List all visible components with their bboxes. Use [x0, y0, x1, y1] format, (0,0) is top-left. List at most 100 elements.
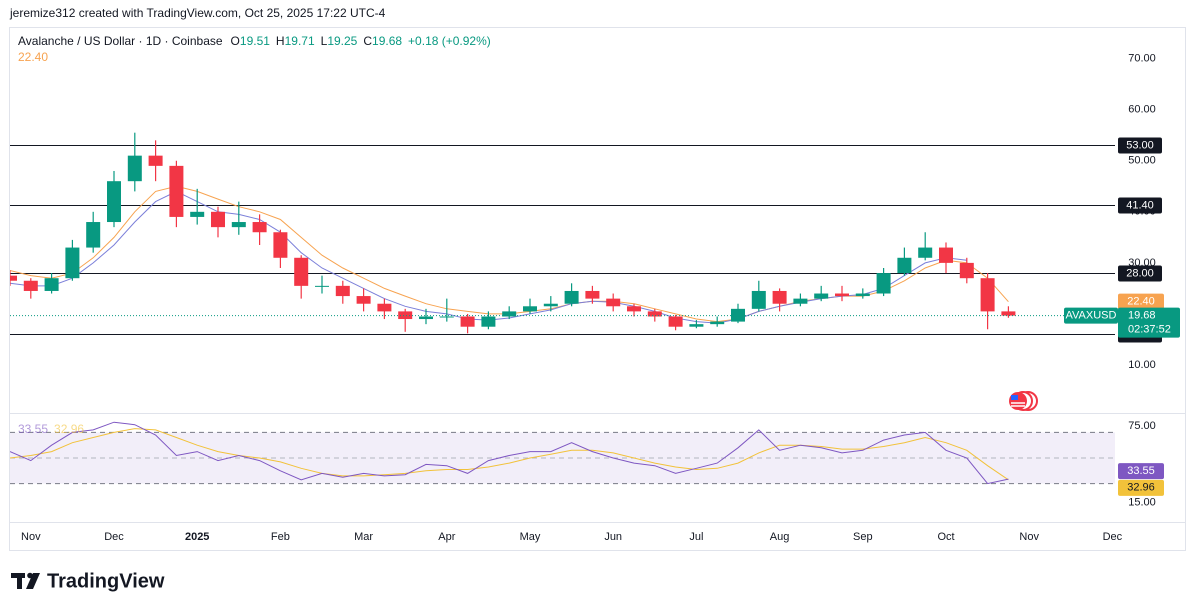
candle-body [65, 247, 80, 279]
level-label-box [1118, 137, 1162, 154]
x-tick-label: Aug [770, 531, 790, 543]
brand-logo [11, 572, 40, 589]
countdown-label: 02:37:52 [1128, 323, 1171, 335]
candle-body [731, 308, 745, 322]
rsi-value-box [1118, 479, 1164, 496]
ohlc-value: 19.71 [285, 34, 315, 48]
change: +0.18 (+0.92%) [408, 34, 491, 48]
x-tick-label: Mar [354, 531, 373, 543]
candle-body [606, 298, 621, 307]
candle-body [793, 298, 808, 304]
candle-body [668, 316, 683, 327]
legend-title: Avalanche / US Dollar · 1D · Coinbase [18, 34, 223, 48]
rsi-legend-value: 33.55 [18, 422, 48, 436]
attribution: jeremize312 created with TradingView.com… [9, 6, 386, 20]
candle-body [772, 290, 787, 304]
rsi-line [10, 421, 1009, 485]
ma-legend-value: 22.40 [18, 50, 48, 64]
legend: Avalanche / US Dollar · 1D · Coinbase O19… [18, 34, 491, 48]
candle-body [481, 316, 496, 327]
y-tick-label: 50.00 [1128, 155, 1156, 167]
rsi-value-label: 32.96 [1127, 482, 1155, 494]
candle-body [876, 273, 891, 294]
candle-body [439, 316, 454, 318]
ohlc-key: H [276, 34, 285, 48]
level-label-box [1118, 197, 1162, 214]
rsi-value-box [1118, 463, 1164, 480]
level-label-box [1118, 265, 1162, 282]
candle-body [855, 293, 870, 297]
candle-body [939, 247, 953, 263]
ohlc-key: C [363, 34, 372, 48]
candle-body [918, 247, 933, 258]
level-label: 28.00 [1126, 267, 1154, 279]
candle-body [148, 155, 163, 166]
x-tick-label: Dec [1103, 531, 1123, 543]
price-pane [10, 132, 1115, 335]
candle-body [398, 311, 413, 320]
candle-body [44, 278, 59, 291]
price-box [1118, 307, 1180, 338]
candle-body [460, 316, 475, 327]
x-tick-label: Nov [21, 531, 41, 543]
candle-body [689, 324, 704, 327]
candle-body [10, 275, 17, 281]
candle-body [231, 222, 246, 228]
candle-body [980, 278, 995, 312]
price-label: 19.68 [1128, 309, 1156, 321]
candle-body [897, 257, 912, 274]
candle-body [335, 285, 350, 297]
candle-body [107, 181, 121, 223]
ma-label-box [1118, 293, 1164, 310]
candle-body [127, 155, 142, 182]
ohlc-value: 19.68 [372, 34, 402, 48]
x-tick-label: Jul [689, 531, 703, 543]
candle-body [627, 306, 641, 312]
ma-label: 22.40 [1127, 296, 1155, 308]
candle-body [564, 290, 579, 304]
x-tick-label: 2025 [185, 531, 209, 543]
candle-body [23, 280, 38, 291]
x-tick-label: Oct [937, 531, 954, 543]
rsi-line [10, 428, 1009, 481]
candle-body [523, 306, 537, 312]
rsi-legend-value: 32.96 [54, 422, 84, 436]
x-tick-label: Jun [604, 531, 622, 543]
symbol-box [1064, 307, 1118, 324]
x-tick-label: Nov [1019, 531, 1039, 543]
ohlc-value: 19.25 [327, 34, 357, 48]
candle-body [169, 165, 184, 217]
y-tick-label: 60.00 [1128, 104, 1156, 116]
candle-body [585, 290, 600, 299]
candle-body [751, 290, 766, 309]
candle-body [814, 293, 829, 299]
candle-body [273, 232, 288, 258]
ohlc-key: O [231, 34, 240, 48]
y-tick-label: 15.00 [1128, 497, 1156, 509]
level-label: 41.40 [1126, 199, 1154, 211]
ohlc-value: 19.51 [240, 34, 270, 48]
ohlc-key: L [321, 34, 328, 48]
candle-body [377, 303, 392, 312]
candle-body [211, 211, 225, 228]
x-tick-label: Sep [853, 531, 873, 543]
candle-body [419, 316, 433, 320]
candle-body [86, 222, 101, 248]
candle-body [294, 257, 309, 286]
candle-body [543, 303, 558, 307]
rsi-value-label: 33.55 [1127, 465, 1155, 477]
rsi-legend: 33.55 32.96 [18, 422, 84, 436]
candle-body [356, 296, 371, 304]
candle-body [1001, 311, 1016, 316]
candle-body [252, 222, 267, 233]
x-tick-label: May [520, 531, 541, 543]
candle-body [315, 285, 329, 287]
x-tick-label: Apr [438, 531, 455, 543]
candle-body [502, 311, 517, 317]
flag-icon [1009, 391, 1038, 411]
symbol-label: AVAXUSD [1066, 309, 1117, 321]
x-tick-label: Feb [271, 531, 290, 543]
candle-body [710, 321, 725, 325]
candle-body [835, 293, 849, 297]
